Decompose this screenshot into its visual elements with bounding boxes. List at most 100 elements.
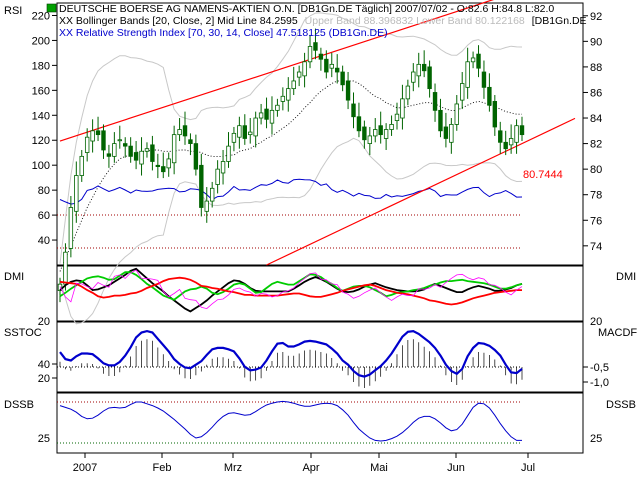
candle-body: [378, 125, 383, 136]
candle-body: [155, 164, 161, 167]
candle: [117, 125, 122, 149]
candle: [454, 95, 459, 131]
candle: [443, 112, 449, 148]
candle-body: [291, 80, 296, 90]
candle: [188, 133, 193, 156]
candle: [329, 52, 334, 78]
dmi-right-label: DMI: [616, 271, 636, 283]
candle: [351, 92, 356, 129]
candle-body: [258, 112, 264, 119]
candle-body: [193, 143, 199, 170]
sstoc-line: [59, 329, 523, 378]
dssb-series-line: [59, 400, 522, 442]
bollinger-mid-line: [59, 80, 522, 272]
candle: [373, 118, 378, 143]
candle: [492, 95, 498, 136]
bollinger-lower-band: [59, 137, 523, 325]
candle-body: [286, 88, 291, 101]
candle: [231, 126, 237, 152]
candle-body: [465, 61, 470, 88]
candle-body: [188, 139, 193, 144]
candle: [514, 119, 519, 154]
candle: [280, 87, 286, 111]
price-tick-label: 84: [590, 113, 602, 125]
candle: [394, 102, 400, 130]
candle: [182, 111, 188, 145]
x-tick-label: 2007: [73, 462, 97, 474]
candle-body: [161, 166, 166, 173]
candle-body: [334, 67, 340, 73]
candlesticks: [57, 28, 525, 303]
candle-body: [248, 131, 253, 136]
candle-body: [351, 103, 356, 118]
dssb-tick-label: 25: [38, 433, 50, 445]
candle-body: [144, 148, 150, 152]
dssb-right-label: DSSB: [606, 399, 636, 411]
candle-body: [63, 251, 68, 285]
candle-body: [345, 80, 351, 101]
x-tick-label: Apr: [302, 462, 319, 474]
rsi-tick-label: 180: [32, 60, 50, 72]
candle: [503, 130, 508, 156]
price-tick-label: 80: [590, 164, 602, 176]
candle-body: [150, 144, 155, 162]
candle: [487, 73, 492, 112]
candle: [209, 181, 215, 208]
lower-trend-line: [266, 117, 576, 266]
candle-body: [275, 104, 280, 111]
candle: [139, 137, 144, 176]
candle: [416, 52, 421, 88]
candle-body: [171, 134, 177, 164]
header-line-3: XX Relative Strength Index [70, 30, 14, …: [59, 27, 388, 39]
dmi-lines: [59, 267, 523, 313]
candle: [460, 72, 465, 110]
bollinger-upper-band: [59, 12, 523, 264]
candle-body: [84, 136, 90, 153]
candle-body: [367, 135, 373, 144]
candle: [438, 98, 443, 138]
dmi-tick-label: 20: [38, 316, 50, 328]
candle: [90, 119, 95, 153]
candle: [161, 152, 166, 179]
price-tick-label: 82: [590, 139, 602, 151]
rsi-label: RSI: [4, 5, 22, 17]
candle-body: [296, 71, 302, 78]
dssb-tick-label: 25: [590, 433, 602, 445]
support-value-label: 80.7444: [523, 169, 563, 181]
candle: [302, 52, 307, 88]
dmi-minus-line: [59, 276, 522, 306]
candle-body: [454, 103, 459, 125]
candle: [345, 72, 351, 110]
rsi-series-line: [59, 178, 523, 205]
candle: [465, 47, 470, 99]
candle: [248, 118, 253, 144]
macdf-tick-label: -0,5: [590, 362, 609, 374]
x-tick-label: Feb: [153, 462, 172, 474]
candle-body: [220, 161, 226, 174]
price-tick-label: 86: [590, 87, 602, 99]
header-line-1: DEUTSCHE BOERSE AG NAMENS-AKTIEN O.N. [D…: [59, 3, 554, 15]
candle: [378, 111, 383, 144]
candle: [389, 115, 394, 136]
candle-body: [443, 126, 449, 139]
candle-body: [438, 109, 443, 132]
candle-body: [106, 153, 112, 157]
candle: [324, 50, 329, 79]
candle-body: [470, 57, 476, 63]
rsi-tick-label: 160: [32, 85, 50, 97]
candle: [367, 126, 373, 156]
candle: [226, 132, 231, 168]
candle: [264, 97, 269, 129]
candle-body: [340, 71, 345, 86]
candle: [470, 51, 476, 69]
rsi-tick-label: 120: [32, 135, 50, 147]
candle-body: [264, 108, 269, 120]
x-tick-label: Jun: [447, 462, 465, 474]
price-tick-label: 90: [590, 36, 602, 48]
candle-body: [128, 145, 133, 157]
candle-body: [356, 116, 362, 132]
candle-body: [400, 98, 405, 119]
candle: [193, 134, 199, 176]
candle: [106, 144, 112, 168]
